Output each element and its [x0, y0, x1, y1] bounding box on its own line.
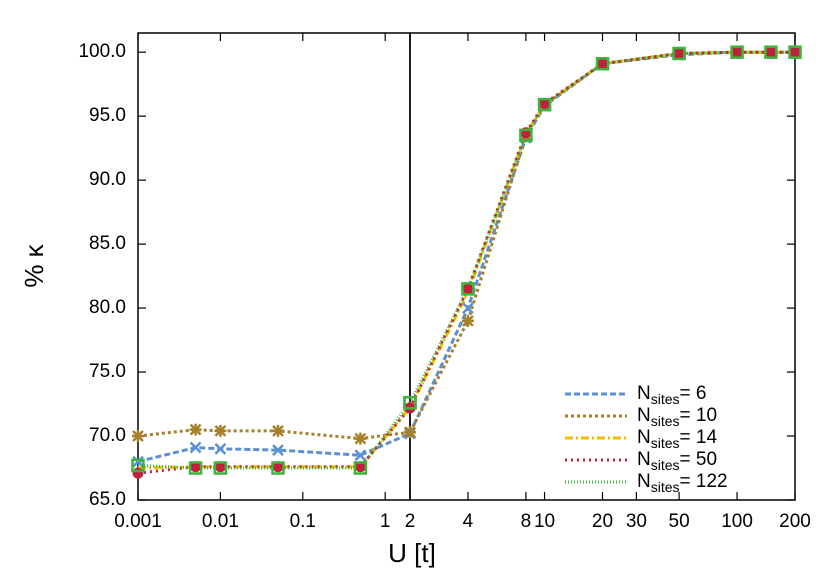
marker [539, 97, 551, 109]
marker [272, 461, 284, 473]
marker [188, 461, 203, 475]
marker [461, 282, 475, 296]
series-line [408, 50, 795, 404]
marker [462, 302, 474, 314]
marker [214, 442, 227, 455]
y-tick-label: 90.0 [89, 169, 126, 190]
marker [765, 46, 777, 58]
y-axis-label: % κ [19, 243, 49, 287]
y-tick-label: 80.0 [89, 297, 126, 318]
x-tick-label: 4 [463, 511, 474, 532]
series-line [137, 432, 411, 464]
series-line [408, 50, 795, 409]
y-tick-label: 85.0 [89, 233, 126, 254]
x-tick-label: 8 [521, 511, 532, 532]
series-line [137, 428, 411, 441]
y-tick-label: 95.0 [89, 105, 126, 126]
marker [354, 449, 367, 462]
marker [597, 58, 608, 70]
legend-label: Nsites= 6 [637, 383, 706, 407]
x-tick-label: 10 [534, 511, 555, 532]
legend-label: Nsites= 14 [637, 427, 717, 451]
y-tick-label: 100.0 [78, 41, 126, 62]
marker [131, 458, 145, 473]
marker [354, 432, 367, 445]
marker [190, 461, 202, 473]
marker [519, 128, 533, 143]
marker [132, 455, 144, 468]
x-tick-label: 20 [592, 511, 613, 532]
series-line [408, 50, 795, 409]
series-line [408, 50, 795, 435]
legend-label: Nsites= 10 [637, 405, 717, 429]
marker [271, 461, 285, 475]
marker [214, 461, 226, 473]
series-line [137, 401, 412, 470]
marker [132, 430, 144, 443]
marker [461, 314, 474, 327]
legend-label: Nsites= 50 [637, 449, 717, 473]
legend-label: Nsites= 122 [637, 471, 728, 495]
marker [673, 47, 685, 59]
marker [354, 461, 366, 473]
x-tick-label: 200 [779, 511, 811, 532]
y-tick-label: 70.0 [89, 425, 126, 446]
marker [462, 283, 474, 295]
marker [403, 396, 417, 410]
series-line [137, 406, 412, 470]
marker [537, 97, 552, 112]
x-tick-label: 1 [380, 511, 391, 532]
marker [132, 467, 144, 479]
marker [404, 426, 416, 439]
marker [788, 45, 802, 59]
marker [271, 424, 284, 437]
marker [789, 46, 801, 58]
series-line [408, 50, 795, 433]
plot-frame [409, 32, 796, 501]
x-tick-label: 0.001 [114, 511, 162, 532]
marker [214, 424, 227, 437]
x-tick-label: 30 [626, 511, 647, 532]
marker [189, 441, 202, 454]
x-tick-label: 0.1 [290, 511, 316, 532]
y-tick-label: 65.0 [89, 489, 126, 510]
marker [731, 46, 743, 58]
marker [730, 45, 744, 59]
x-tick-label: 2 [405, 511, 416, 532]
marker [595, 56, 610, 71]
marker [353, 461, 368, 475]
y-tick-label: 75.0 [89, 361, 126, 382]
x-tick-label: 0.01 [202, 511, 239, 532]
marker [272, 444, 284, 456]
marker [764, 45, 778, 59]
marker [213, 461, 228, 475]
x-tick-label: 100 [721, 511, 753, 532]
marker [672, 46, 686, 61]
x-axis-label: U [t] [388, 538, 436, 568]
x-tick-label: 50 [669, 511, 690, 532]
marker [189, 423, 202, 436]
